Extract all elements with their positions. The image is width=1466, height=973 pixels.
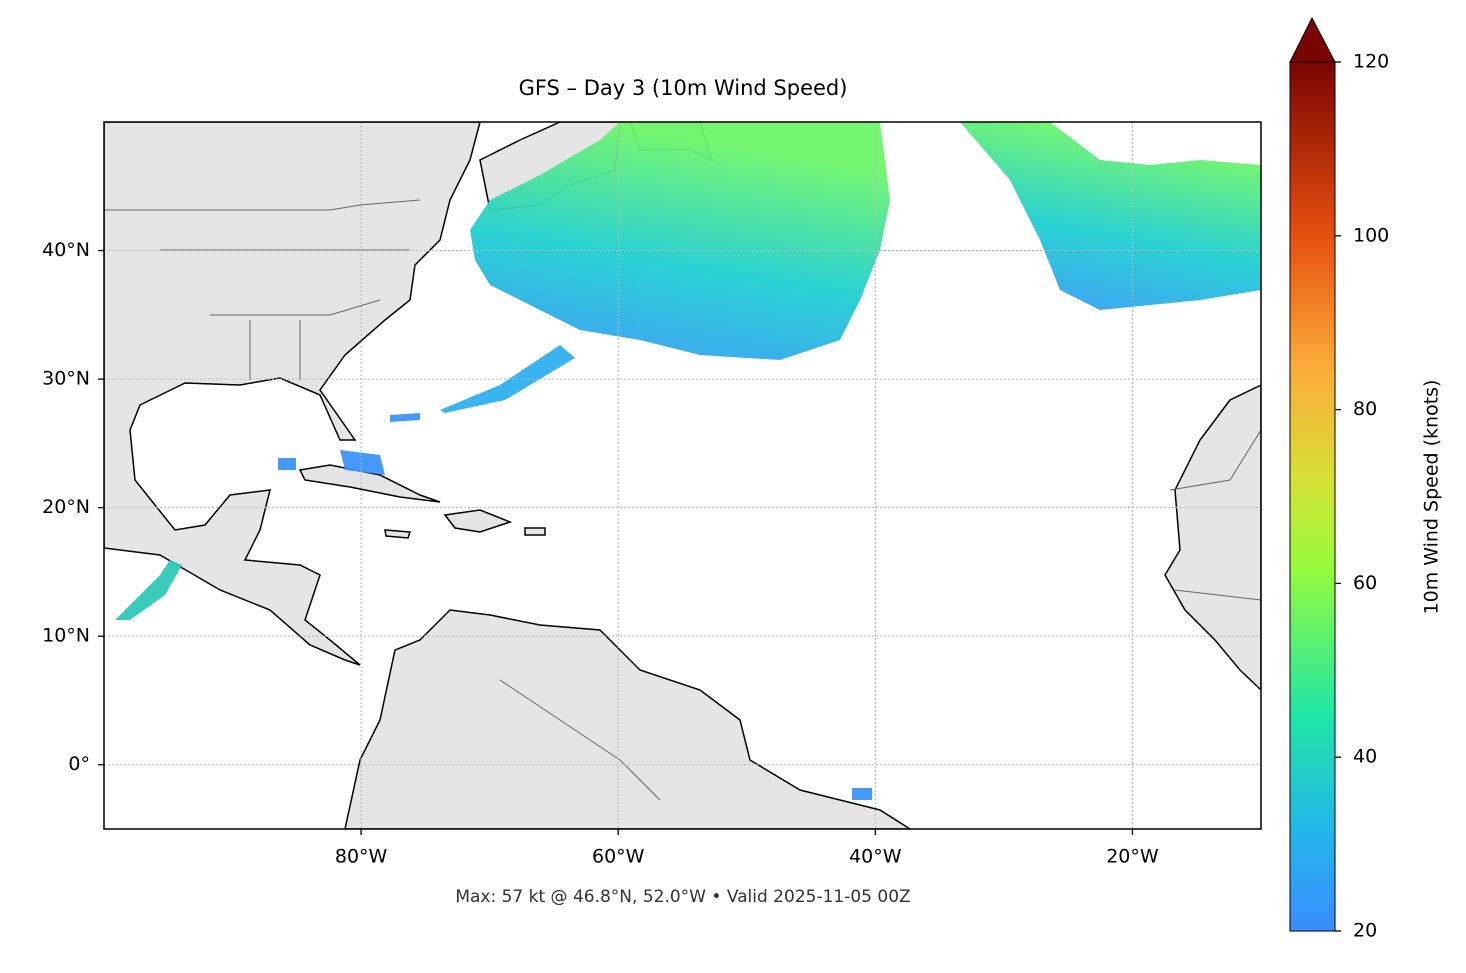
colorbar-tick-label: 100 <box>1353 224 1389 246</box>
colorbar-tick-label: 60 <box>1353 572 1377 594</box>
x-tick-label: 20°W <box>1106 846 1159 868</box>
colorbar-tick-label: 80 <box>1353 398 1377 420</box>
y-tick-label: 0° <box>68 753 90 775</box>
wind-field <box>115 122 1261 800</box>
colorbar-tick-label: 120 <box>1353 51 1389 73</box>
plot-area <box>104 122 1261 829</box>
colorbar-label: 10m Wind Speed (knots) <box>1421 380 1443 615</box>
x-tick-label: 80°W <box>335 846 388 868</box>
title: GFS – Day 3 (10m Wind Speed) <box>519 76 848 100</box>
plot-frame <box>103 121 1262 830</box>
borders <box>104 199 1261 801</box>
y-tick-label: 10°N <box>42 625 90 647</box>
y-tick-label: 20°N <box>42 496 90 518</box>
colorbar <box>1289 61 1336 932</box>
y-tick-label: 40°N <box>42 239 90 261</box>
colorbar-extend <box>1289 16 1336 63</box>
land <box>104 122 1261 829</box>
x-tick-label: 60°W <box>592 846 645 868</box>
y-tick-label: 30°N <box>42 368 90 390</box>
colorbar-tick-label: 20 <box>1353 920 1377 942</box>
colorbar-tick-label: 40 <box>1353 746 1377 768</box>
footnote: Max: 57 kt @ 46.8°N, 52.0°W • Valid 2025… <box>455 887 910 907</box>
x-tick-label: 40°W <box>849 846 902 868</box>
